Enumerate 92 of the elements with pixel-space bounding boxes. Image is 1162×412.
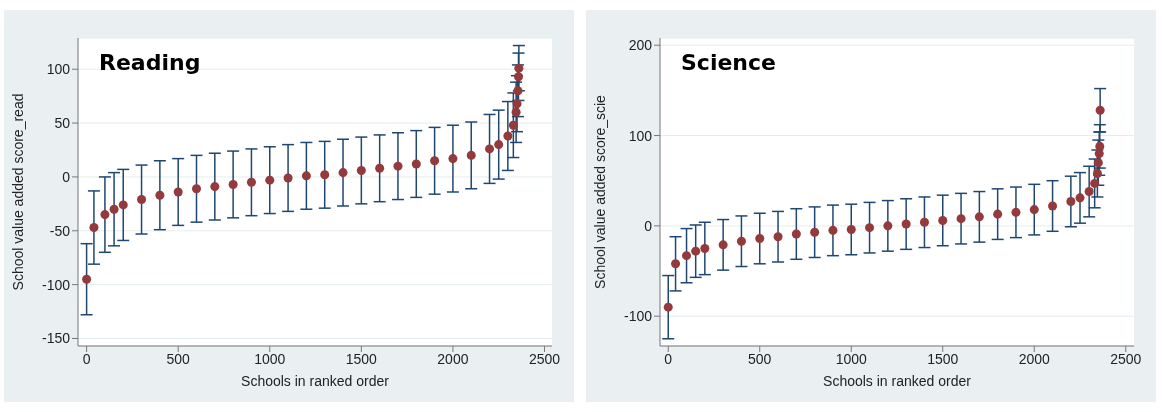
y-tick-label: 200 — [628, 37, 653, 54]
y-tick-label: 0 — [644, 217, 653, 234]
x-tick-label: 1000 — [254, 350, 286, 367]
point — [283, 173, 293, 183]
point — [791, 229, 801, 239]
point — [671, 259, 681, 269]
point — [82, 274, 92, 284]
point — [228, 179, 238, 189]
point — [1011, 207, 1021, 217]
point — [1029, 205, 1039, 215]
point — [137, 195, 147, 205]
point — [338, 168, 348, 178]
point — [1092, 168, 1102, 178]
point — [494, 140, 504, 150]
point — [718, 240, 728, 250]
point — [511, 107, 521, 117]
x-tick-label: 2000 — [437, 350, 469, 367]
point — [846, 224, 856, 234]
point — [1093, 158, 1103, 168]
point — [1090, 178, 1100, 188]
point — [430, 156, 440, 166]
point — [356, 165, 366, 175]
x-tick-label: 500 — [748, 350, 772, 367]
point — [320, 170, 330, 180]
point — [393, 161, 403, 171]
point — [512, 99, 522, 109]
point — [513, 72, 523, 82]
x-tick-label: 2000 — [1018, 350, 1051, 367]
point — [508, 120, 518, 130]
x-tick-label: 0 — [664, 350, 673, 367]
y-tick-label: 100 — [628, 127, 653, 144]
point — [191, 184, 202, 194]
x-tick-label: 1500 — [927, 350, 959, 367]
point — [901, 219, 911, 229]
point — [173, 187, 183, 197]
point — [919, 217, 929, 227]
x-tick-label: 2500 — [528, 350, 561, 367]
y-tick-label: 50 — [54, 115, 71, 132]
point — [883, 221, 893, 231]
point — [755, 234, 765, 244]
point — [682, 251, 692, 261]
point — [514, 63, 524, 73]
y-axis-title: School value added score_scie — [591, 94, 608, 289]
point — [736, 236, 746, 246]
point — [210, 182, 220, 192]
x-tick-label: 0 — [82, 350, 91, 367]
point — [118, 200, 128, 210]
point — [448, 154, 458, 164]
point — [865, 223, 875, 233]
point — [956, 214, 966, 224]
x-tick-label: 1000 — [835, 350, 868, 367]
point — [1095, 105, 1105, 115]
point — [1095, 141, 1105, 151]
y-tick-label: 100 — [46, 61, 71, 78]
point — [109, 204, 119, 214]
x-tick-label: 2500 — [1110, 350, 1142, 367]
point — [663, 302, 673, 312]
x-tick-label: 1500 — [345, 350, 378, 367]
y-tick-label: -150 — [41, 330, 71, 347]
point — [938, 215, 948, 225]
y-tick-label: -50 — [49, 222, 71, 239]
y-tick-label: 0 — [62, 168, 71, 185]
point — [974, 212, 984, 222]
point — [485, 144, 495, 154]
point — [466, 150, 476, 160]
point — [246, 177, 256, 187]
text: Science — [681, 50, 776, 75]
point — [1048, 201, 1058, 211]
x-tick-label: 500 — [166, 350, 191, 367]
point — [100, 210, 110, 220]
point — [503, 131, 513, 141]
point — [411, 159, 421, 169]
y-tick-label: -100 — [623, 308, 653, 325]
point — [1084, 187, 1094, 197]
point — [155, 190, 165, 200]
point — [810, 227, 820, 237]
point — [301, 171, 311, 181]
y-axis-title: School value added score_read — [9, 93, 26, 291]
point — [773, 232, 783, 242]
y-tick-label: -100 — [41, 276, 71, 293]
point — [828, 225, 838, 235]
point — [265, 175, 275, 185]
x-axis-title: Schools in ranked order — [241, 373, 390, 389]
point — [1075, 193, 1085, 203]
point — [691, 246, 701, 256]
text: Reading — [99, 50, 201, 75]
point — [700, 243, 710, 253]
x-axis-title: Schools in ranked order — [823, 373, 972, 389]
point — [993, 209, 1003, 219]
point — [1066, 196, 1076, 206]
point — [89, 223, 99, 233]
point — [375, 163, 385, 173]
